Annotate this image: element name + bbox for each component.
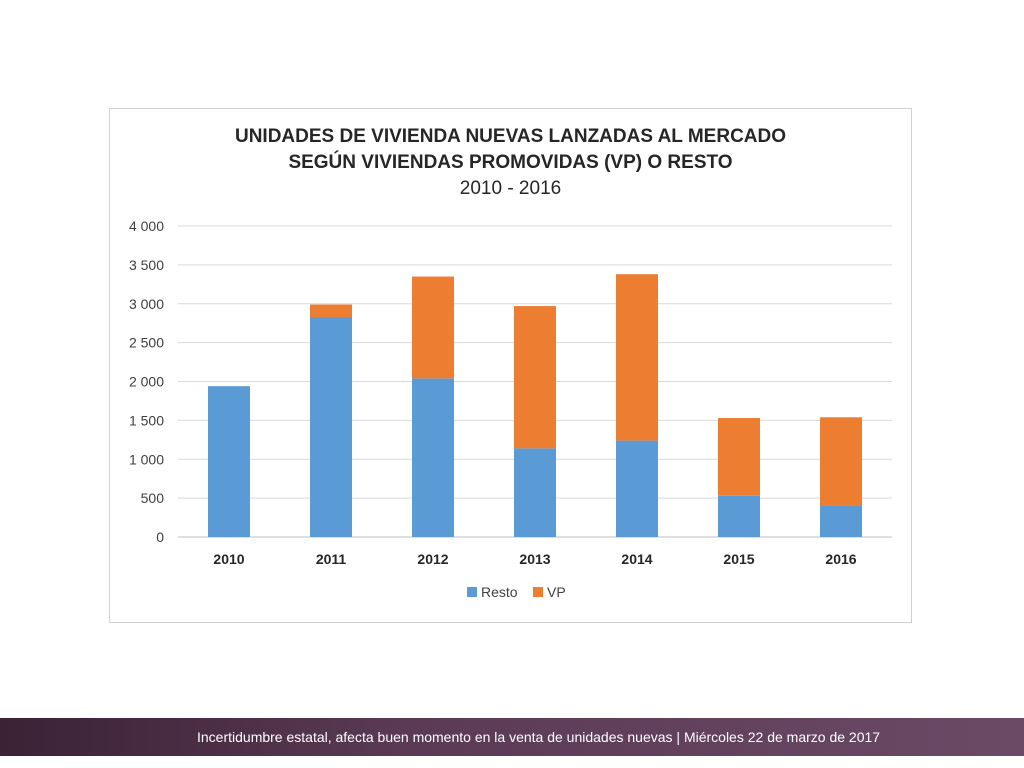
legend-label-resto: Resto (481, 584, 518, 600)
legend-swatch-vp (533, 587, 543, 597)
bar-resto-2015 (718, 495, 760, 537)
x-tick-label: 2016 (825, 551, 856, 567)
y-tick-label: 0 (156, 529, 164, 545)
y-tick-label: 3 000 (129, 296, 164, 312)
bar-resto-2011 (310, 316, 352, 537)
x-tick-label: 2012 (417, 551, 448, 567)
chart-subtitle: SEGÚN VIVIENDAS PROMOVIDAS (VP) O RESTO (288, 152, 733, 173)
x-tick-label: 2010 (213, 551, 244, 567)
bar-vp-2015 (718, 418, 760, 496)
bar-vp-2011 (310, 304, 352, 317)
y-tick-label: 3 500 (129, 257, 164, 273)
bar-resto-2012 (412, 378, 454, 537)
bar-resto-2010 (208, 386, 250, 537)
y-tick-label: 500 (141, 490, 165, 506)
legend-swatch-resto (467, 587, 477, 597)
y-tick-label: 2 000 (129, 374, 164, 390)
y-tick-label: 4 000 (129, 218, 164, 234)
chart-frame: UNIDADES DE VIVIENDA NUEVAS LANZADAS AL … (109, 108, 912, 623)
chart-plot: 0 500 1 000 1 500 2 000 2 500 3 000 3 500 4 000 2… (129, 218, 892, 600)
x-tick-label: 2013 (519, 551, 550, 567)
legend-label-vp: VP (547, 584, 566, 600)
bar-vp-2013 (514, 306, 556, 449)
footer-caption: Incertidumbre estatal, afecta buen momen… (197, 729, 881, 745)
bar-resto-2013 (514, 448, 556, 537)
chart-title: UNIDADES DE VIVIENDA NUEVAS LANZADAS AL … (234, 126, 787, 147)
bar-resto-2014 (616, 440, 658, 537)
x-tick-label: 2011 (316, 551, 347, 567)
chart-period: 2010 - 2016 (459, 178, 562, 199)
bar-vp-2012 (412, 276, 454, 379)
y-tick-label: 1 000 (129, 451, 164, 467)
footer-bar: Incertidumbre estatal, afecta buen momen… (0, 718, 1024, 756)
y-tick-label: 2 500 (129, 335, 164, 351)
x-tick-label: 2014 (621, 551, 652, 567)
x-tick-label: 2015 (723, 551, 754, 567)
bar-vp-2016 (820, 417, 862, 506)
bar-resto-2016 (820, 505, 862, 537)
y-tick-label: 1 500 (129, 412, 164, 428)
bar-vp-2014 (616, 274, 658, 441)
